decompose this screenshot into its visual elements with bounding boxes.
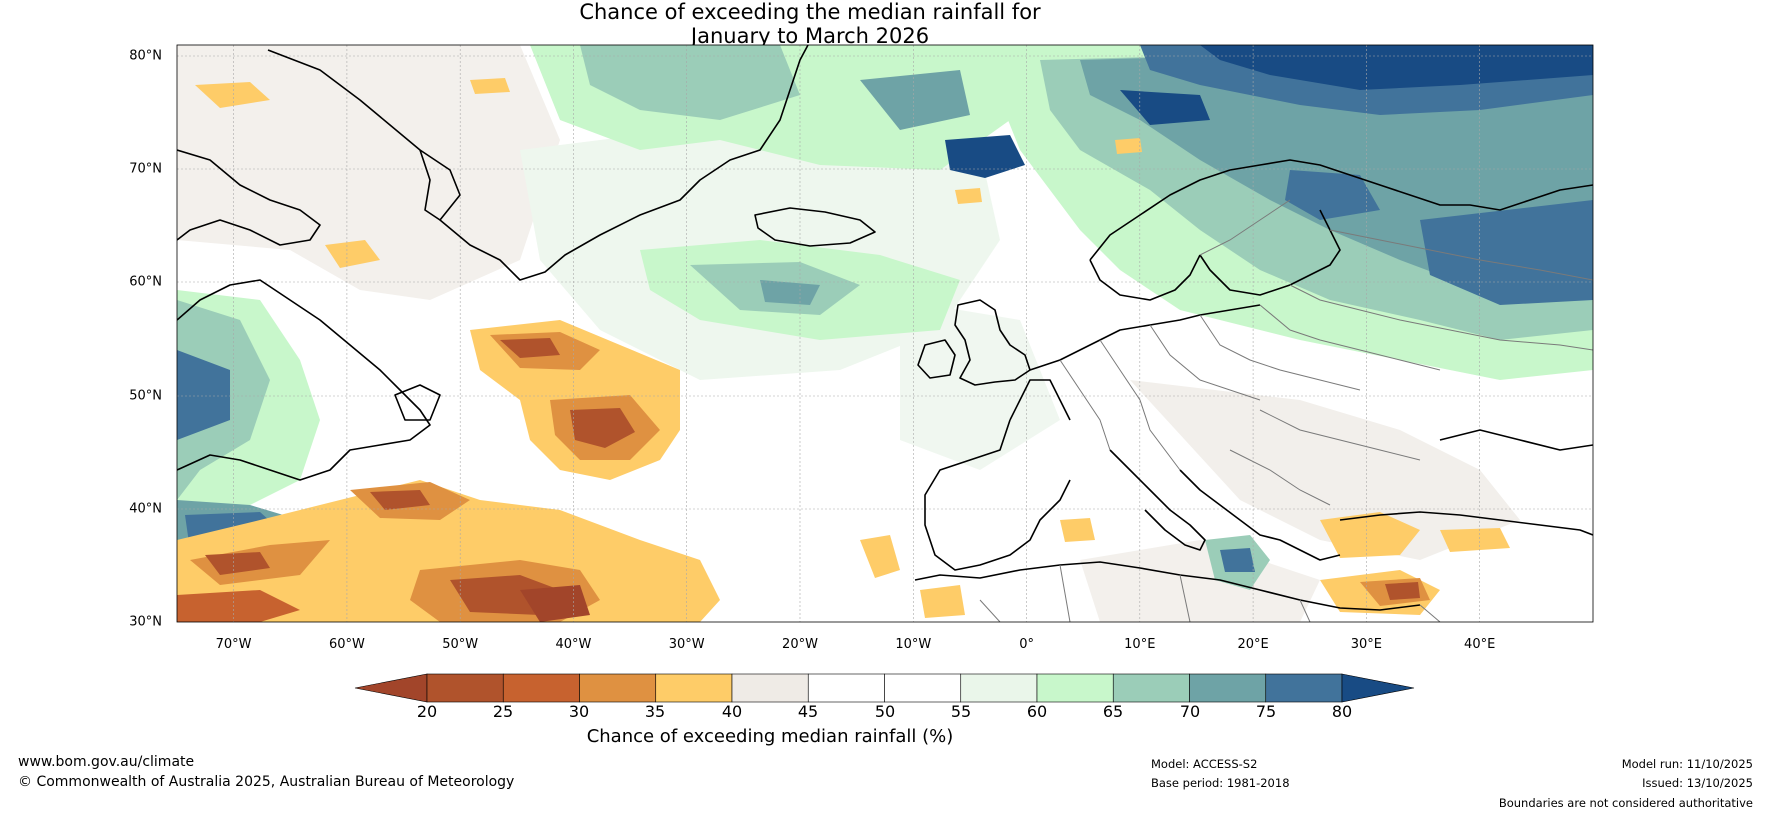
lat-label-60n: 60°N xyxy=(129,274,162,290)
colorbar-segment xyxy=(1265,673,1343,703)
map-title-line2: January to March 2026 xyxy=(690,24,930,48)
colorbar-tick-50: 50 xyxy=(874,702,896,721)
colorbar-segment xyxy=(1036,673,1114,703)
greenland-west-coast xyxy=(419,149,441,221)
lon-label-70w: 70°W xyxy=(215,637,252,652)
footer-base-period: Base period: 1981-2018 xyxy=(1151,776,1290,790)
field-wet xyxy=(177,45,1593,590)
colorbar-tick-35: 35 xyxy=(644,702,666,721)
colorbar xyxy=(354,673,1415,703)
north-africa-coast xyxy=(914,561,1421,611)
labrador-coast xyxy=(177,279,431,481)
colorbar-extend-high xyxy=(1341,673,1415,703)
europe-west-coast xyxy=(1029,304,1261,371)
map-title-line1: Chance of exceeding the median rainfall … xyxy=(579,0,1041,24)
map-frame xyxy=(176,44,1594,623)
lat-label-40n: 40°N xyxy=(129,501,162,517)
lon-label-20w: 20°W xyxy=(782,637,818,652)
lat-label-70n: 70°N xyxy=(129,161,162,177)
colorbar-tick-70: 70 xyxy=(1179,702,1201,721)
greenland-coast xyxy=(267,45,809,281)
iberia-coast xyxy=(924,419,1071,571)
map-plot-area xyxy=(177,45,1593,622)
scandinavia-coast xyxy=(1089,159,1593,261)
colorbar-tick-25: 25 xyxy=(492,702,514,721)
lon-label-10e: 10°E xyxy=(1124,637,1156,652)
baltic-coast xyxy=(1199,209,1341,296)
colorbar-tick-45: 45 xyxy=(797,702,819,721)
colorbar-segment xyxy=(655,673,733,703)
iceland-coast xyxy=(754,207,876,247)
black-sea-coast xyxy=(1439,429,1593,451)
graticule xyxy=(177,45,1593,622)
turkey-coast xyxy=(1339,511,1593,536)
colorbar-tick-75: 75 xyxy=(1255,702,1277,721)
map-title: Chance of exceeding the median rainfall … xyxy=(0,0,1620,48)
footer-model-run: Model run: 11/10/2025 xyxy=(1621,757,1753,771)
country-borders xyxy=(979,199,1593,622)
footer-copyright: © Commonwealth of Australia 2025, Austra… xyxy=(18,774,515,790)
coastlines xyxy=(177,45,1593,611)
colorbar-extend-low xyxy=(354,673,428,703)
lat-label-30n: 30°N xyxy=(129,614,162,630)
france-coast xyxy=(1009,379,1071,421)
lon-label-20e: 20°E xyxy=(1237,637,1269,652)
lon-label-40w: 40°W xyxy=(555,637,592,652)
footer-model: Model: ACCESS-S2 xyxy=(1151,757,1258,771)
italy-coast xyxy=(1109,449,1206,551)
colorbar-segment xyxy=(731,673,809,703)
colorbar-segment xyxy=(1112,673,1190,703)
lon-label-60w: 60°W xyxy=(328,637,365,652)
colorbar-segment xyxy=(426,673,504,703)
colorbar-tick-55: 55 xyxy=(950,702,972,721)
balkans-coast xyxy=(1179,469,1341,561)
footer-disclaimer: Boundaries are not considered authoritat… xyxy=(1498,796,1753,810)
colorbar-tick-30: 30 xyxy=(568,702,590,721)
colorbar-tick-60: 60 xyxy=(1026,702,1048,721)
colorbar-tick-65: 65 xyxy=(1102,702,1124,721)
lat-label-80n: 80°N xyxy=(129,48,162,64)
colorbar-tick-20: 20 xyxy=(416,702,438,721)
colorbar-segment xyxy=(502,673,580,703)
lat-label-50n: 50°N xyxy=(129,388,162,404)
lon-label-30e: 30°E xyxy=(1350,637,1383,652)
colorbar-segment xyxy=(960,673,1038,703)
lon-label-50w: 50°W xyxy=(442,637,479,652)
footer-website[interactable]: www.bom.gov.au/climate xyxy=(18,754,195,770)
norway-south-coast xyxy=(1089,254,1201,301)
newfoundland-coast xyxy=(394,384,441,421)
colorbar-segment xyxy=(884,673,962,703)
footer-issued: Issued: 13/10/2025 xyxy=(1642,776,1753,790)
lon-label-40e: 40°E xyxy=(1464,637,1496,652)
colorbar-segment xyxy=(579,673,657,703)
uk-coast xyxy=(954,299,1031,386)
colorbar-segment xyxy=(807,673,885,703)
lon-label-0: 0° xyxy=(1019,637,1034,652)
baffin-coast xyxy=(177,149,321,246)
colorbar-tick-40: 40 xyxy=(721,702,743,721)
colorbar-title: Chance of exceeding median rainfall (%) xyxy=(586,726,954,747)
colorbar-segment xyxy=(1189,673,1267,703)
colorbar-tick-80: 80 xyxy=(1331,702,1353,721)
lon-label-30w: 30°W xyxy=(668,637,705,652)
lon-label-10w: 10°W xyxy=(895,637,932,652)
field-dry xyxy=(177,78,1510,622)
ireland-coast xyxy=(917,339,956,379)
